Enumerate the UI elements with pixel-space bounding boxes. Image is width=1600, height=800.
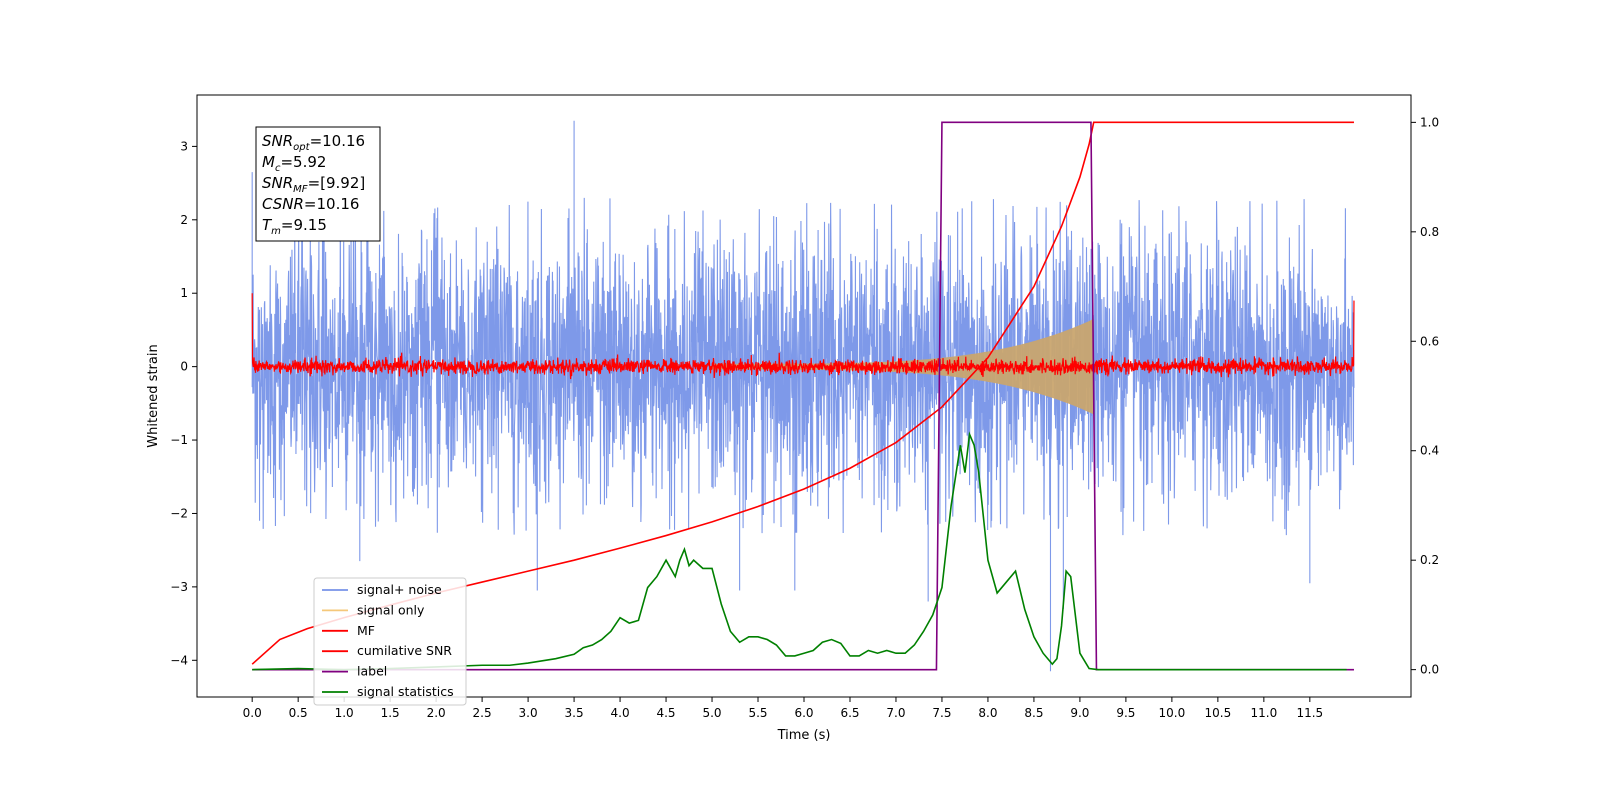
legend: signal+ noise signal only MF cumilative SNR… [313,577,467,706]
legend-frame [313,577,467,706]
y2-tick-label: 0.8 [1420,225,1439,239]
x-tick-label: 4.5 [656,706,675,720]
annotation-line: SNRopt=10.16 [262,132,365,153]
y2-tick-label: 0.6 [1420,334,1439,348]
x-tick-label: 3.0 [519,706,538,720]
series-mf [251,293,1355,380]
legend-label: MF [357,623,375,638]
x-tick-label: 11.5 [1296,706,1323,720]
y2-tick-label: 0.0 [1420,663,1439,677]
series-signal-plus-noise [251,120,1355,672]
x-tick-label: 0.0 [243,706,262,720]
annotation-frame [255,126,381,242]
y-tick-label: 3 [180,139,188,153]
y2-tick-label: 1.0 [1420,115,1439,129]
x-tick-label: 6.0 [794,706,813,720]
x-tick-label: 9.0 [1070,706,1089,720]
legend-label: label [357,664,387,679]
legend-label: cumilative SNR [357,643,452,658]
x-tick-label: 1.5 [381,706,400,720]
legend-label: signal+ noise [357,582,442,597]
x-tick-label: 3.5 [565,706,584,720]
x-axis-label: Time (s) [777,728,831,743]
x-tick-label: 11.0 [1250,706,1277,720]
x-tick-label: 8.0 [978,706,997,720]
y-tick-label: −3 [170,580,188,594]
series-signal-statistics [252,431,1347,671]
x-tick-label: 0.5 [289,706,308,720]
y-axis-label: Whitened strain [146,344,161,447]
x-tick-label: 10.0 [1159,706,1186,720]
y-tick-label: 2 [180,213,188,227]
x-tick-label: 4.0 [611,706,630,720]
y-tick-label: 1 [180,286,188,300]
legend-label: signal only [357,602,425,617]
x-tick-label: 5.5 [748,706,767,720]
x-tick-label: 9.5 [1116,706,1135,720]
y2-tick-label: 0.4 [1420,444,1439,458]
x-tick-label: 6.5 [840,706,859,720]
x-tick-label: 8.5 [1024,706,1043,720]
y2-tick-label: 0.2 [1420,553,1439,567]
x-tick-label: 7.0 [886,706,905,720]
annotation-line: Mc=5.92 [262,153,326,174]
annotation-line: SNRMF=[9.92] [262,174,365,195]
annotation-line: CSNR=10.16 [262,195,359,213]
x-tick-label: 5.0 [702,706,721,720]
x-tick-label: 1.0 [335,706,354,720]
legend-label: signal statistics [357,684,454,699]
y-tick-label: 0 [180,360,188,374]
annotation-box: SNRopt=10.16Mc=5.92SNRMF=[9.92]CSNR=10.1… [255,126,381,242]
y-tick-label: −2 [170,506,188,520]
annotation-line: Tm=9.15 [262,216,327,237]
y-tick-label: −4 [170,653,188,667]
x-tick-label: 2.0 [427,706,446,720]
y-tick-label: −1 [170,433,188,447]
plot-area [251,120,1355,672]
x-tick-label: 10.5 [1205,706,1232,720]
axis-ticks: 0.0 0.5 1.0 1.5 2.0 2.5 3.0 3.5 4.0 4.5 5.0 5.5 6.0 6… [170,115,1439,720]
x-tick-label: 7.5 [932,706,951,720]
x-tick-label: 2.5 [473,706,492,720]
